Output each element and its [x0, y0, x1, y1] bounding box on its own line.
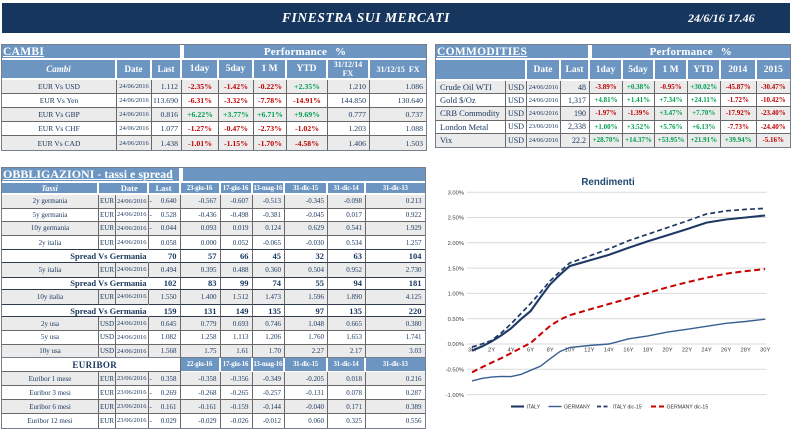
- svg-text:28Y: 28Y: [741, 348, 751, 354]
- svg-text:1.50%: 1.50%: [448, 266, 464, 272]
- svg-text:4Y: 4Y: [508, 348, 515, 354]
- svg-text:8Y: 8Y: [547, 348, 554, 354]
- svg-text:1.00%: 1.00%: [448, 292, 464, 298]
- svg-text:ITALY dic-15: ITALY dic-15: [613, 405, 642, 411]
- svg-text:2.00%: 2.00%: [448, 241, 464, 247]
- svg-text:3.00%: 3.00%: [448, 190, 464, 196]
- svg-text:2.50%: 2.50%: [448, 216, 464, 222]
- svg-text:-1.00%: -1.00%: [446, 393, 464, 399]
- svg-text:18Y: 18Y: [643, 348, 653, 354]
- svg-text:20Y: 20Y: [662, 348, 672, 354]
- svg-text:12Y: 12Y: [584, 348, 594, 354]
- svg-text:26Y: 26Y: [721, 348, 731, 354]
- svg-text:10Y: 10Y: [565, 348, 575, 354]
- svg-text:16Y: 16Y: [623, 348, 633, 354]
- svg-text:GERMANY: GERMANY: [564, 405, 591, 411]
- svg-text:0.50%: 0.50%: [448, 317, 464, 323]
- svg-text:22Y: 22Y: [682, 348, 692, 354]
- svg-text:30Y: 30Y: [760, 348, 770, 354]
- svg-text:GERMANY dic-15: GERMANY dic-15: [667, 405, 709, 411]
- svg-text:14Y: 14Y: [604, 348, 614, 354]
- svg-text:0.00%: 0.00%: [448, 342, 464, 348]
- svg-text:-0.50%: -0.50%: [446, 368, 464, 374]
- svg-text:Rendimenti: Rendimenti: [581, 177, 635, 188]
- svg-text:24Y: 24Y: [701, 348, 711, 354]
- svg-text:ITALY: ITALY: [527, 405, 541, 411]
- svg-text:6Y: 6Y: [527, 348, 534, 354]
- svg-text:2Y: 2Y: [488, 348, 495, 354]
